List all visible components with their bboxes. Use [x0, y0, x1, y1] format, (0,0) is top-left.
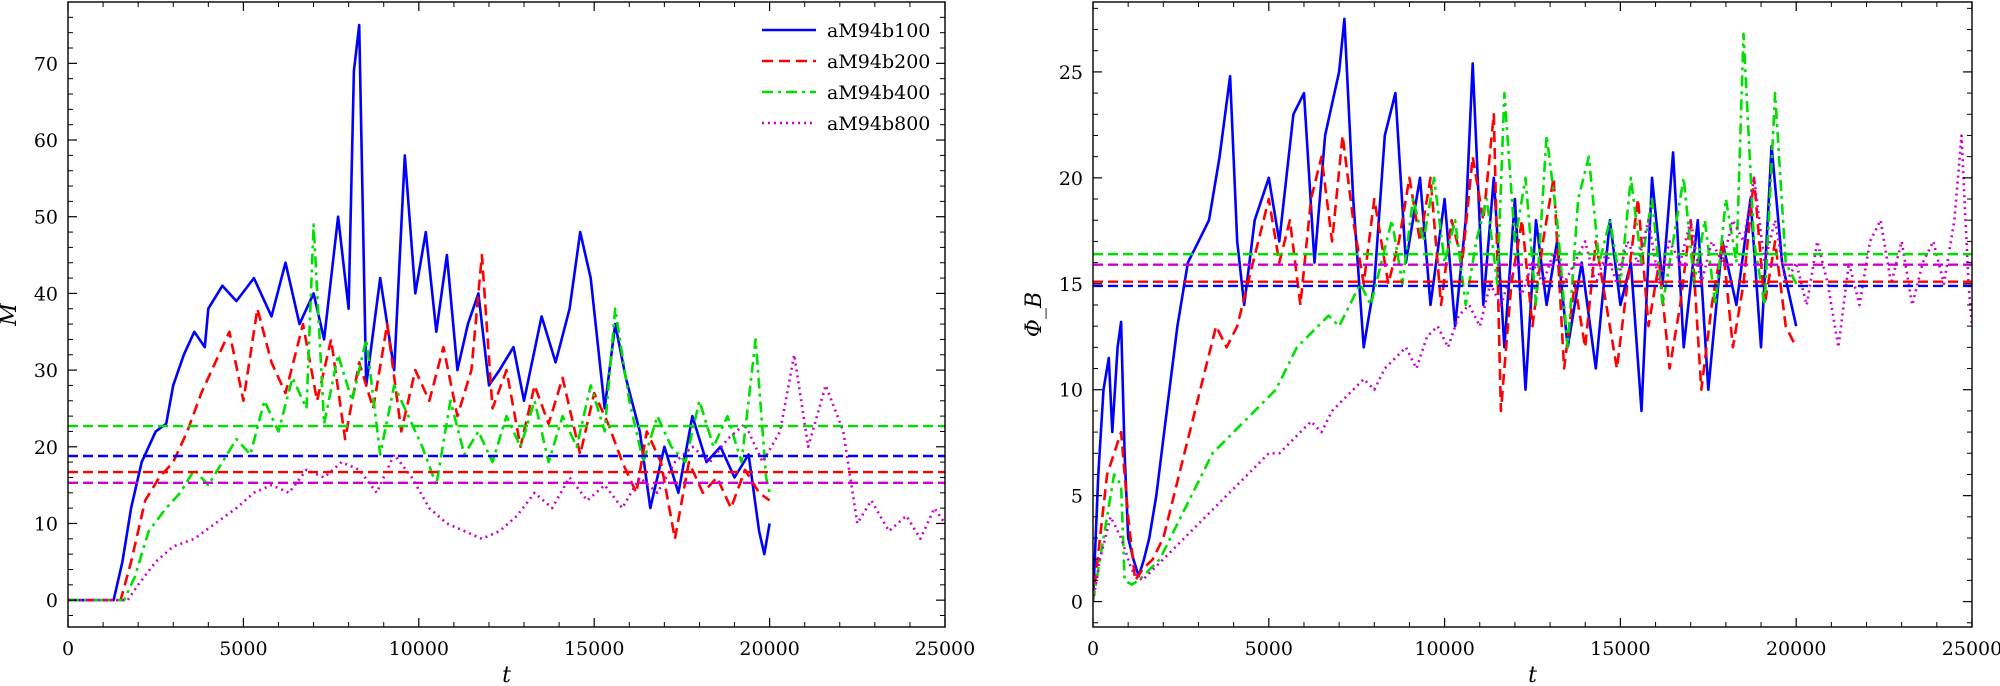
- y-tick-label: 20: [1059, 168, 1083, 190]
- series-line-aM94b800: [1093, 134, 1972, 602]
- legend-label-aM94b200: aM94b200: [827, 51, 930, 73]
- x-axis-label: t: [1528, 663, 1537, 686]
- series-line-aM94b400: [1093, 32, 1798, 602]
- x-tick-label: 5000: [1245, 638, 1293, 660]
- legend-label-aM94b800: aM94b800: [827, 113, 930, 135]
- series-line-aM94b200: [1093, 113, 1798, 602]
- series-line-aM94b100: [68, 23, 771, 602]
- legend-label-aM94b100: aM94b100: [827, 20, 930, 42]
- series-line-aM94b400: [68, 223, 771, 602]
- y-tick-label: 15: [1059, 274, 1083, 296]
- x-tick-label: 25000: [915, 638, 975, 660]
- series-group: [68, 23, 945, 602]
- x-tick-label: 5000: [219, 638, 267, 660]
- series-line-aM94b200: [68, 253, 771, 602]
- series-line-aM94b100: [1093, 17, 1798, 602]
- y-axis-label: Ṁ: [0, 303, 22, 327]
- y-tick-label: 25: [1059, 62, 1083, 84]
- y-tick-label: 60: [34, 130, 58, 152]
- y-tick-label: 20: [34, 437, 58, 459]
- y-axis-label: Φ_B: [1022, 292, 1047, 337]
- left-panel-mdot: 0 5000 10000 15000 20000 25000 0 10 20 30 40 50 60 70…: [0, 1, 975, 686]
- plot-frame: [67, 1, 946, 628]
- x-tick-label: 10000: [1414, 638, 1474, 660]
- x-tick-label: 25000: [1942, 638, 2000, 660]
- x-axis-label: t: [502, 663, 511, 686]
- series-line-aM94b800: [68, 353, 945, 602]
- x-tick-label: 20000: [1766, 638, 1826, 660]
- y-tick-label: 5: [1071, 486, 1083, 508]
- x-tick-label: 20000: [739, 638, 799, 660]
- y-tick-label: 10: [34, 513, 58, 535]
- right-panel-phi-b: 0 5000 10000 15000 20000 25000 0 5 10 15 20 25 t Φ_B: [1022, 1, 2000, 686]
- y-tick-label: 50: [34, 207, 58, 229]
- y-axis-label-group: Φ_B: [1022, 292, 1047, 337]
- plot-frame: [1092, 1, 1973, 628]
- y-tick-label: 0: [1071, 592, 1083, 614]
- y-tick-label: 40: [34, 283, 58, 305]
- x-tick-label: 15000: [1590, 638, 1650, 660]
- legend-label-aM94b400: aM94b400: [827, 82, 930, 104]
- y-tick-label: 70: [34, 53, 58, 75]
- y-axis-label-group: Ṁ: [0, 303, 22, 327]
- x-tick-label: 0: [1087, 638, 1099, 660]
- y-tick-label: 0: [46, 590, 58, 612]
- x-tick-label: 10000: [389, 638, 449, 660]
- series-group: [1093, 17, 1972, 602]
- x-tick-label: 15000: [564, 638, 624, 660]
- y-tick-label: 10: [1059, 380, 1083, 402]
- y-tick-label: 30: [34, 360, 58, 382]
- x-tick-label: 0: [62, 638, 74, 660]
- legend: aM94b100 aM94b200 aM94b400 aM94b800: [762, 20, 930, 135]
